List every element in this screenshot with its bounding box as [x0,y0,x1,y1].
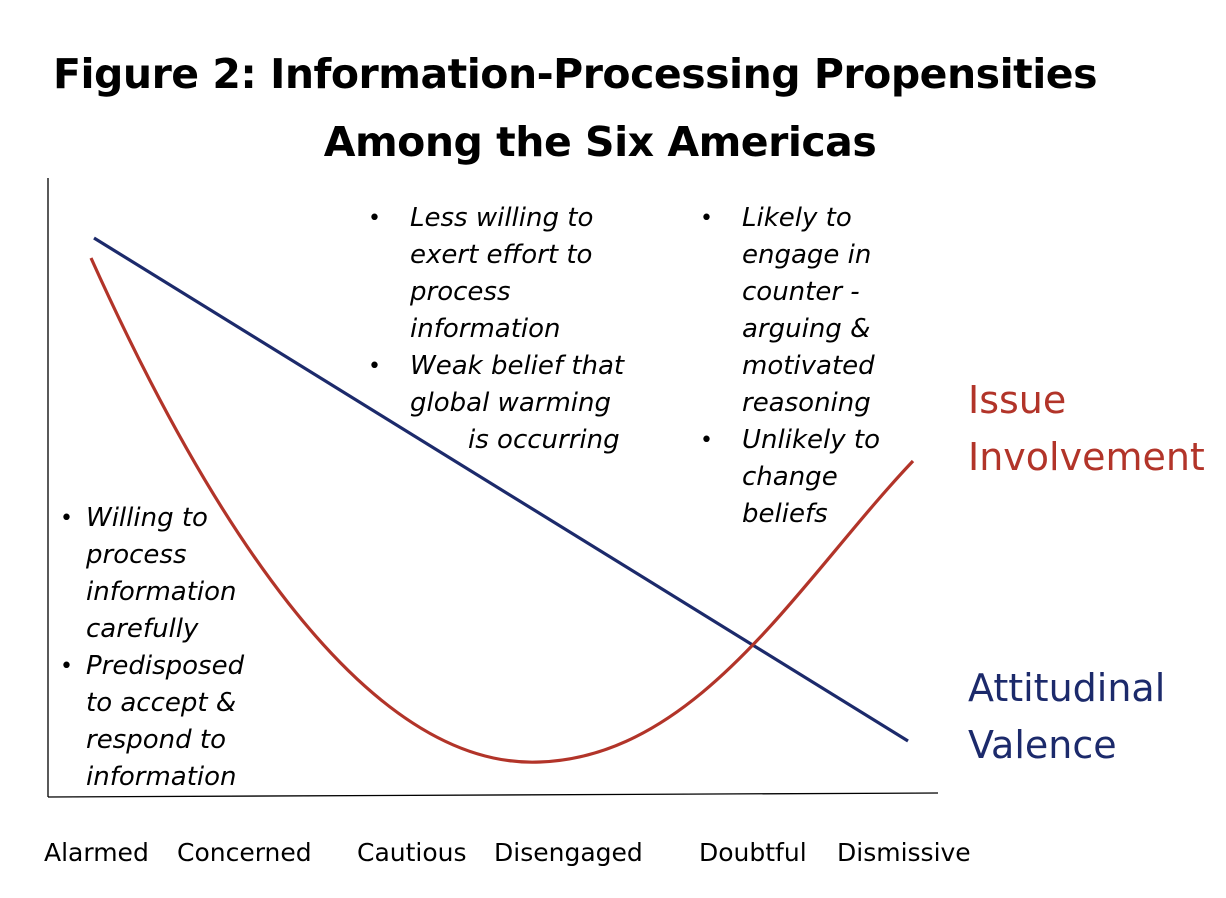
x-axis [47,792,939,798]
category-label-disengaged: Disengaged [494,838,643,867]
figure-title-line-1: Figure 2: Information-Processing Propens… [52,50,1098,98]
category-label-concerned: Concerned [177,838,312,867]
category-label-doubtful: Doubtful [699,838,807,867]
issue-involvement-curve [89,257,915,764]
category-label-dismissive: Dismissive [837,838,971,867]
issue-involvement-label: Issue Involvement [968,378,1205,479]
attitudinal-valence-label: Attitudinal Valence [968,666,1166,767]
category-label-alarmed: Alarmed [44,838,149,867]
attitudinal-valence-line [93,236,909,743]
category-label-cautious: Cautious [357,838,467,867]
figure-title-line-2: Among the Six Americas [323,118,877,166]
